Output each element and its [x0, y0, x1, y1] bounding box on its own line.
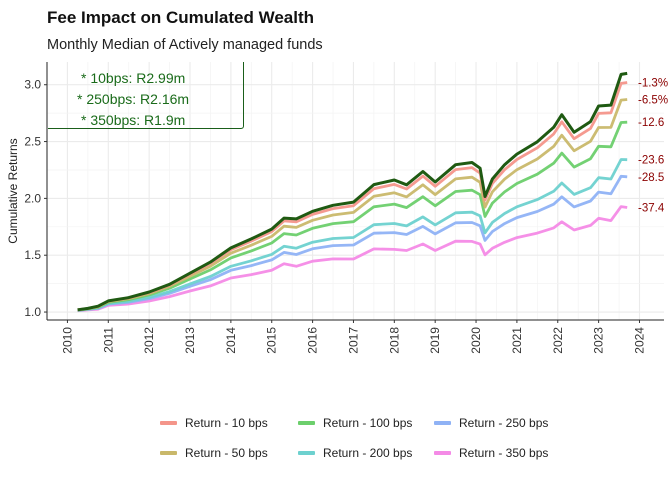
y-tick-label: 2.5 [24, 135, 41, 149]
annotation-line-250bps: * 250bps: R2.16m [77, 91, 190, 107]
x-tick-label: 2019 [428, 327, 442, 354]
end-label: -28.5 [638, 172, 664, 184]
x-tick-label: 2012 [142, 327, 156, 354]
x-tick-label: 2015 [265, 327, 279, 354]
x-tick-label: 2022 [551, 327, 565, 354]
y-axis-title: Cumulative Returns [6, 138, 20, 243]
y-tick-label: 1.0 [24, 305, 41, 319]
x-tick-label: 2017 [346, 327, 360, 354]
x-tick-label: 2016 [306, 327, 320, 354]
series-line-200bps [77, 158, 628, 312]
x-tick-label: 2020 [469, 327, 483, 354]
chart-title: Fee Impact on Cumulated Wealth [47, 8, 315, 27]
annotation-box [48, 62, 244, 129]
legend-label: Return - 250 bps [459, 416, 549, 430]
annotation-line-10bps: * 10bps: R2.99m [81, 70, 186, 86]
series-line-100bps [77, 120, 628, 312]
y-tick-label: 2.0 [24, 191, 41, 205]
x-tick-label: 2014 [224, 327, 238, 354]
legend-swatch [160, 421, 177, 425]
chart-subtitle: Monthly Median of Actively managed funds [47, 37, 323, 53]
x-tick-label: 2011 [101, 327, 115, 353]
legend-label: Return - 50 bps [185, 446, 268, 460]
series-line-350bps [77, 205, 628, 313]
end-label: -1.3% [638, 77, 668, 89]
legend-swatch [434, 451, 451, 455]
x-tick-label: 2024 [632, 327, 646, 354]
legend-label: Return - 100 bps [323, 416, 413, 430]
y-tick-label: 3.0 [24, 78, 41, 92]
legend-label: Return - 10 bps [185, 416, 268, 430]
end-label: -12.6 [638, 117, 664, 129]
y-tick-label: 1.5 [24, 248, 41, 262]
x-tick-label: 2010 [60, 327, 74, 354]
x-tick-label: 2013 [183, 327, 197, 354]
series-line-250bps [77, 174, 628, 312]
gross-return-line [77, 71, 628, 312]
end-label: -23.6 [638, 155, 664, 167]
legend-swatch [160, 451, 177, 455]
legend-item-50bps: Return - 50 bps [160, 446, 268, 460]
legend-swatch [434, 421, 451, 425]
x-tick-label: 2018 [387, 327, 401, 354]
legend-item-350bps: Return - 350 bps [434, 446, 548, 460]
legend-item-250bps: Return - 250 bps [434, 416, 548, 430]
x-tick-label: 2021 [510, 327, 524, 354]
x-tick-label: 2023 [592, 327, 606, 354]
legend-item-200bps: Return - 200 bps [298, 446, 412, 460]
end-label: -37.4 [638, 202, 665, 214]
annotation-line-350bps: * 350bps: R1.9m [81, 112, 186, 128]
legend-label: Return - 200 bps [323, 446, 413, 460]
legend-label: Return - 350 bps [459, 446, 549, 460]
legend-item-10bps: Return - 10 bps [160, 416, 268, 430]
legend-swatch [298, 421, 315, 425]
end-label: -6.5% [638, 95, 668, 107]
legend-swatch [298, 451, 315, 455]
legend-item-100bps: Return - 100 bps [298, 416, 412, 430]
